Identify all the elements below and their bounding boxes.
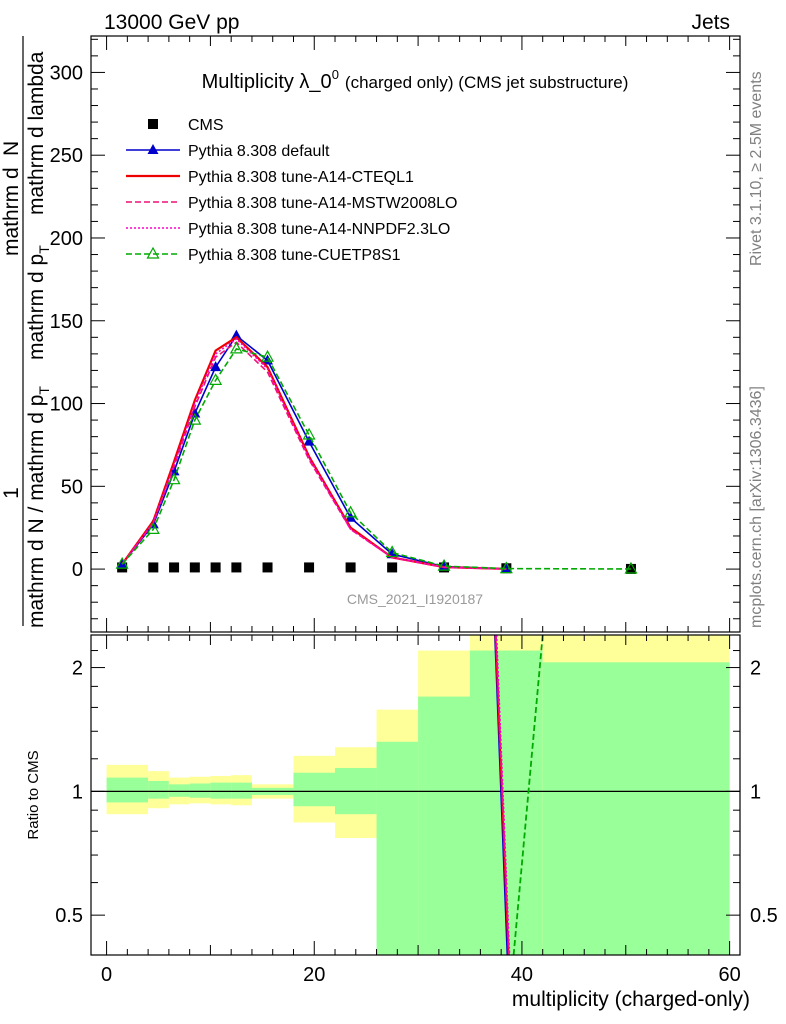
x-tick-label: 60 <box>718 964 740 986</box>
data-point-cms <box>262 562 273 573</box>
legend-marker-pythia-8-308-tune-cuetp8s1 <box>146 246 160 259</box>
legend-label-pythia-8-308-default: Pythia 8.308 default <box>188 143 330 160</box>
legend-label-pythia-8-308-tune-a14-cteql1: Pythia 8.308 tune-A14-CTEQL1 <box>188 169 414 186</box>
y-tick-label: 300 <box>50 62 83 84</box>
ylabel-numerator-b: N <box>0 141 23 156</box>
data-point-pythia-8-308-tune-cuetp8s1 <box>209 373 223 385</box>
main-ylabel: 1 mathrm d N / mathrm d pT mathrm d N ma… <box>0 36 52 628</box>
data-point-cms <box>148 562 159 573</box>
ratio-band-inner <box>376 741 419 955</box>
data-point-cms <box>231 562 242 573</box>
side-rivet-info: Rivet 3.1.10, ≥ 2.5M events <box>748 71 765 266</box>
ratio-band-inner <box>293 772 336 807</box>
data-point-pythia-8-308-tune-cuetp8s1 <box>188 412 202 425</box>
y-tick-label: 150 <box>50 311 83 333</box>
data-point-pythia-8-308-tune-cuetp8s1 <box>437 558 451 571</box>
data-point-pythia-8-308-default <box>500 562 512 573</box>
ratio-band-inner <box>210 782 232 799</box>
series-line-pythia-8-308-tune-cuetp8s1 <box>121 347 631 570</box>
ratio-band-inner <box>168 784 190 797</box>
data-point-pythia-8-308-default <box>210 361 222 372</box>
legend-label-pythia-8-308-tune-cuetp8s1: Pythia 8.308 tune-CUETP8S1 <box>188 247 401 264</box>
legend-label-pythia-8-308-tune-a14-mstw2008lo: Pythia 8.308 tune-A14-MSTW2008LO <box>188 195 457 212</box>
legend-label-pythia-8-308-tune-a14-nnpdf2-3lo: Pythia 8.308 tune-A14-NNPDF2.3LO <box>188 221 450 238</box>
ratio-frame <box>90 634 741 956</box>
x-tick-label: 0 <box>101 964 112 986</box>
chart-title: Multiplicity λ_00 (charged only) (CMS jet… <box>202 67 629 93</box>
ylabel-denominator: mathrm d N / mathrm d pT <box>25 386 52 628</box>
data-point-pythia-8-308-tune-cuetp8s1 <box>624 561 638 574</box>
ratio-line <box>495 634 511 956</box>
x-axis-label: multiplicity (charged-only) <box>512 988 750 1011</box>
ratio-line <box>495 634 510 956</box>
side-mcplots-info: mcplots.cern.ch [arXiv:1306.3436] <box>748 386 765 628</box>
data-point-pythia-8-308-default <box>303 435 315 446</box>
data-point-pythia-8-308-default <box>230 329 242 340</box>
data-point-cms <box>387 562 398 573</box>
y-tick-label: 100 <box>50 394 83 416</box>
chart-title-sup: 0 <box>332 67 339 82</box>
data-point-pythia-8-308-tune-cuetp8s1 <box>499 561 513 574</box>
data-point-pythia-8-308-tune-cuetp8s1 <box>229 341 243 354</box>
legend-label-cms: CMS <box>188 117 224 134</box>
data-point-cms <box>304 562 315 573</box>
ratio-y-tick-label-right: 2 <box>750 658 761 680</box>
ylabel-numerator-a: mathrm d <box>0 167 23 256</box>
data-point-pythia-8-308-tune-cuetp8s1 <box>385 545 399 558</box>
y-tick-label: 250 <box>50 145 83 167</box>
y-tick-label: 50 <box>61 476 83 498</box>
legend-marker-cms <box>148 119 158 129</box>
data-point-pythia-8-308-tune-cuetp8s1 <box>302 427 316 440</box>
ratio-y-tick-label: 2 <box>72 658 83 680</box>
ratio-plot-panel: 0.5 0.5 1 1 2 2 Ratio to CMS <box>25 634 778 956</box>
ylabel-numerator-d: mathrm d lambda <box>25 51 48 215</box>
ratio-band-inner <box>418 696 471 955</box>
ylabel-one: 1 <box>0 487 23 499</box>
main-axis-ticks: 0 50 100 150 200 250 300 <box>50 38 740 620</box>
chart-title-note: (charged only) (CMS jet substructure) <box>345 73 628 92</box>
ratio-y-tick-label-right: 1 <box>750 781 761 803</box>
ratio-band-inner <box>231 782 252 799</box>
data-point-cms <box>345 562 356 573</box>
header-collision: 13000 GeV pp <box>104 11 239 34</box>
data-point-pythia-8-308-tune-cuetp8s1 <box>146 522 160 534</box>
x-axis-ticks: 0 20 40 60 <box>101 36 741 986</box>
data-point-pythia-8-308-tune-cuetp8s1 <box>344 505 358 518</box>
analysis-watermark: CMS_2021_I1920187 <box>347 591 483 607</box>
x-tick-label: 20 <box>303 964 325 986</box>
main-frame <box>90 35 741 633</box>
ratio-mc-lines <box>494 634 544 956</box>
ratio-ylabel: Ratio to CMS <box>25 750 42 839</box>
y-tick-label: 0 <box>72 559 83 581</box>
data-point-pythia-8-308-tune-cuetp8s1 <box>167 472 181 485</box>
legend: CMS Pythia 8.308 default Pythia 8.308 tune… <box>126 117 457 264</box>
data-point-pythia-8-308-tune-cuetp8s1 <box>115 556 129 569</box>
ratio-y-tick-label: 1 <box>72 781 83 803</box>
data-point-cms <box>210 562 221 573</box>
main-plot-panel: 0 50 100 150 200 250 300 Multiplicity λ_00 (cha… <box>50 35 741 633</box>
data-point-cms <box>169 562 180 573</box>
data-point-pythia-8-308-tune-cuetp8s1 <box>261 349 275 362</box>
ratio-band-inner <box>189 783 211 798</box>
ratio-y-tick-label-right: 0.5 <box>750 905 778 927</box>
series-line-pythia-8-308-tune-a14-nnpdf2-3lo <box>121 337 507 570</box>
ratio-band-inner <box>148 780 169 799</box>
ratio-y-tick-label: 0.5 <box>55 905 83 927</box>
legend-marker-pythia-8-308-default <box>147 144 159 154</box>
ratio-band-inner <box>106 777 149 803</box>
ylabel-numerator-c: mathrm d pT <box>25 245 52 360</box>
ylabel-denominator-sub: T <box>36 386 52 395</box>
x-tick-label: 40 <box>511 964 533 986</box>
main-series-layer <box>115 329 638 574</box>
ylabel-numerator-c-sub: T <box>36 245 52 254</box>
ratio-band-inner <box>542 662 730 955</box>
header-category: Jets <box>691 11 730 34</box>
ratio-axis-ticks: 0.5 0.5 1 1 2 2 <box>55 650 778 927</box>
ratio-uncertainty-bands <box>106 635 730 955</box>
y-tick-label: 200 <box>50 228 83 250</box>
data-point-cms <box>189 562 200 573</box>
